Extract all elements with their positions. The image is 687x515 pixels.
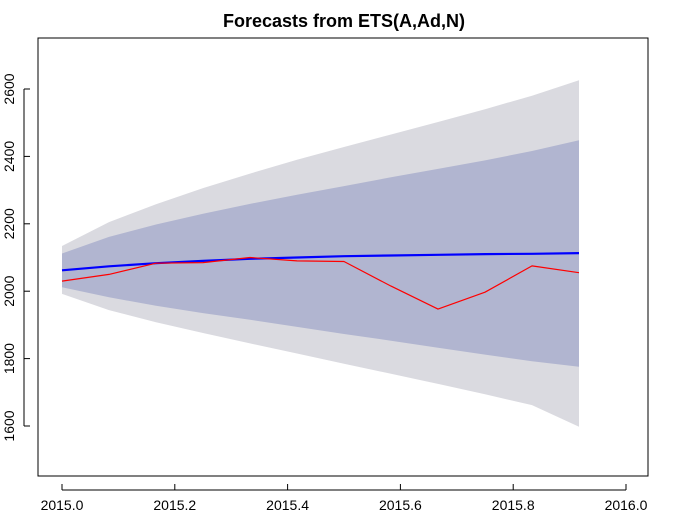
x-tick-label: 2016.0 xyxy=(605,497,648,513)
series-lines xyxy=(61,252,580,310)
plot-frame xyxy=(37,37,649,477)
prediction-intervals xyxy=(62,80,579,427)
chart-title: Forecasts from ETS(A,Ad,N) xyxy=(223,11,465,31)
forecast-mean-line xyxy=(61,252,580,272)
x-tick-label: 2015.2 xyxy=(153,497,196,513)
x-tick-label: 2015.8 xyxy=(492,497,535,513)
x-tick-label: 2015.6 xyxy=(379,497,422,513)
x-axis: 2015.0 2015.2 2015.4 2015.6 2015.8 2016.0 xyxy=(41,484,648,513)
y-tick-label: 2200 xyxy=(1,208,17,239)
y-axis: 1600 1800 2000 2200 2400 2600 xyxy=(1,73,30,442)
inner-prediction-band xyxy=(62,140,579,367)
y-tick-label: 2600 xyxy=(1,73,17,104)
y-tick-label: 2400 xyxy=(1,141,17,172)
y-tick-label: 2000 xyxy=(1,275,17,306)
y-tick-label: 1800 xyxy=(1,343,17,374)
x-tick-label: 2015.0 xyxy=(41,497,84,513)
y-tick-label: 1600 xyxy=(1,410,17,441)
observed-series-line xyxy=(61,256,580,310)
x-tick-label: 2015.4 xyxy=(266,497,309,513)
